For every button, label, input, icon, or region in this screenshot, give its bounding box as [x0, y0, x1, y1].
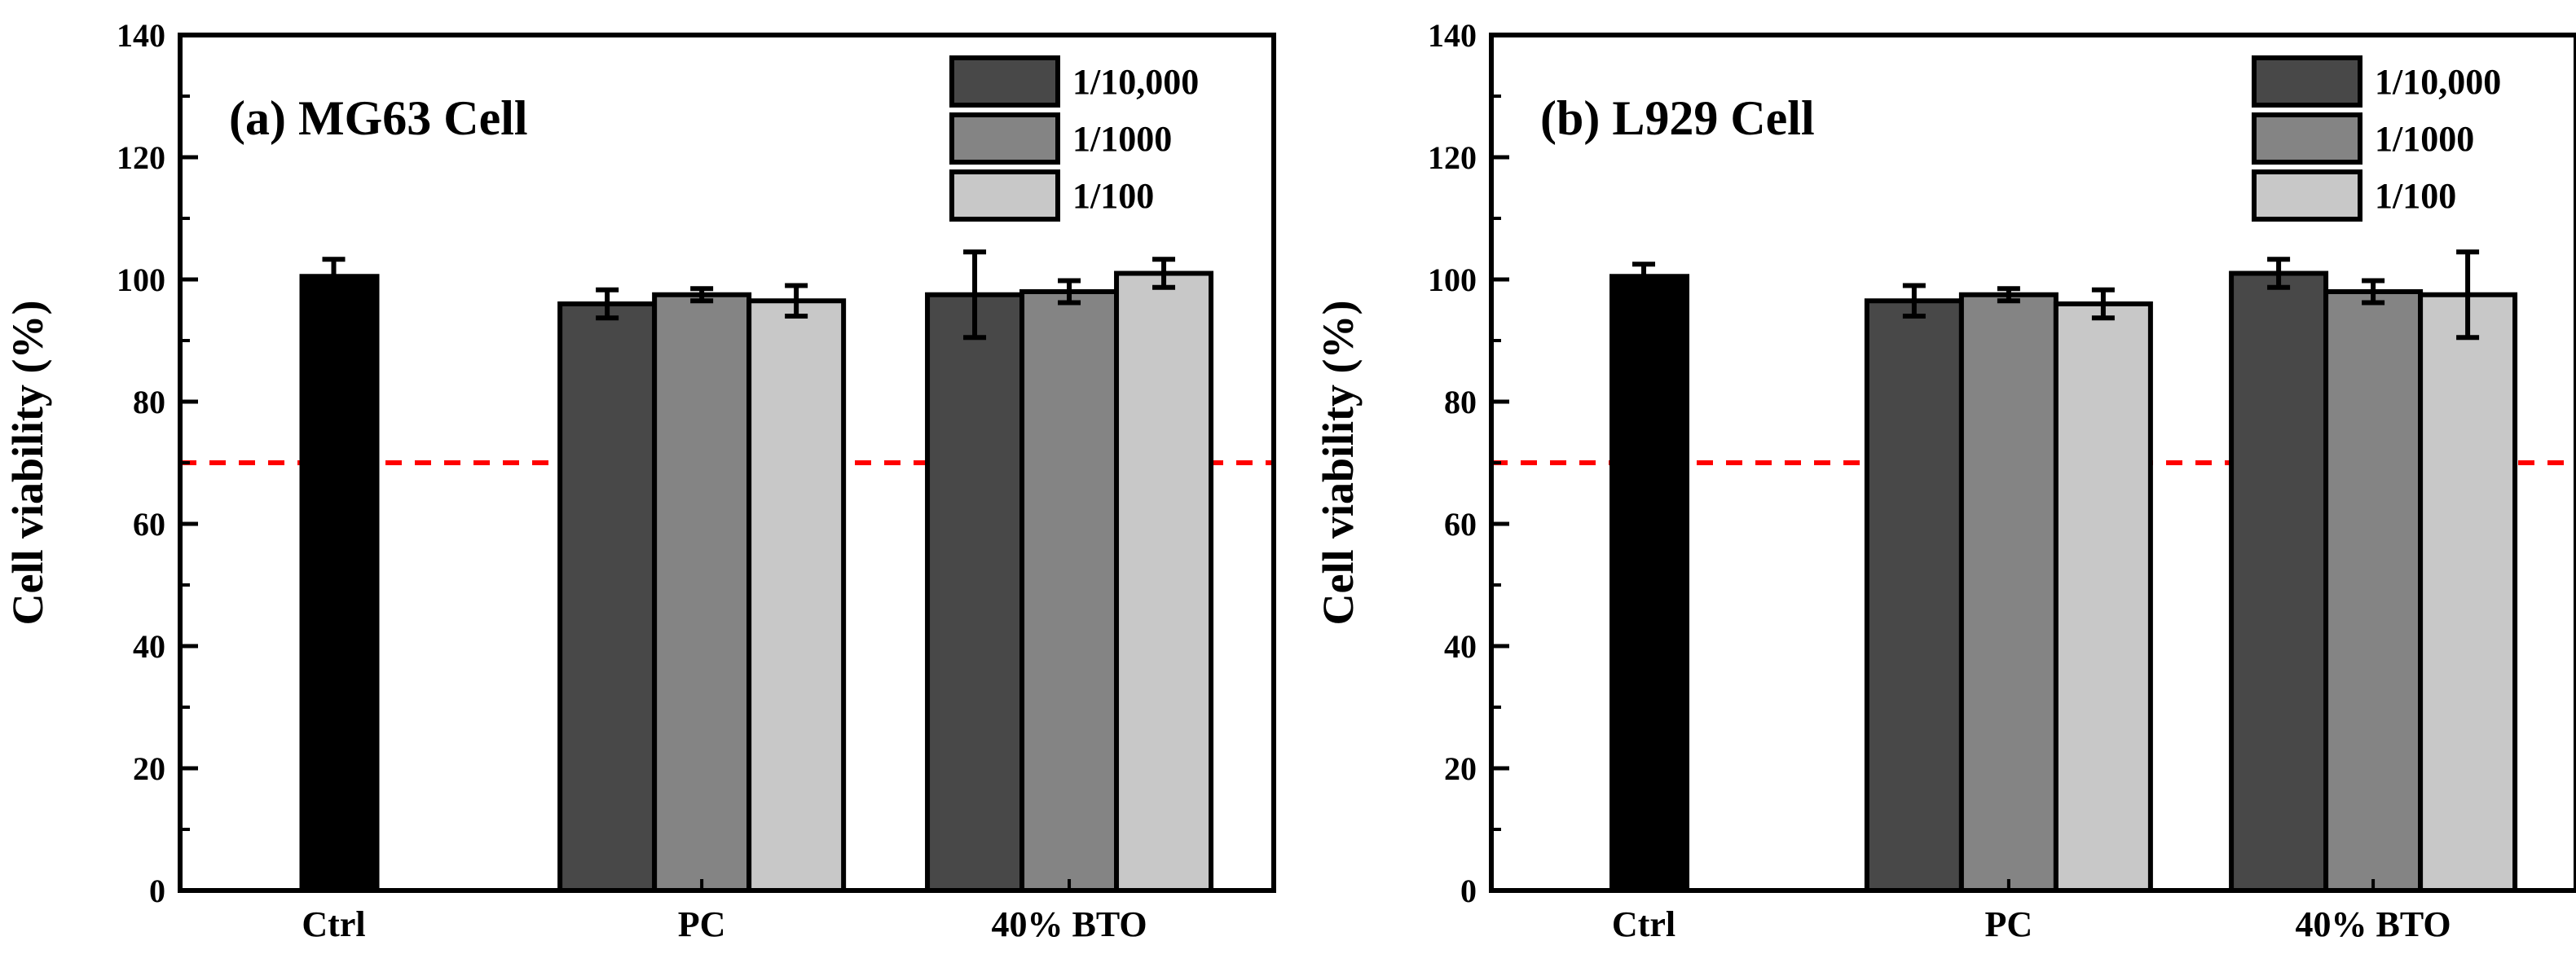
y-tick-label: 120 — [117, 139, 165, 176]
legend-swatch-1-100 — [949, 169, 1060, 222]
bar-40-bto-1-1000 — [2323, 289, 2424, 893]
bar-pc-1-100 — [2053, 301, 2153, 893]
y-axis-label: Cell viability (%) — [1314, 301, 1363, 626]
y-tick-label: 120 — [1428, 139, 1477, 176]
y-tick-label: 140 — [1428, 17, 1477, 54]
bar-pc-1-100 — [746, 298, 847, 893]
y-axis-label: Cell viability (%) — [3, 301, 52, 626]
bar-ctrl — [1609, 274, 1690, 893]
y-tick-label: 80 — [1444, 384, 1477, 420]
chart-panel-a: 0 20 40 60 80 100 120 140 Cell viability (%) Ctrl… — [3, 17, 1276, 944]
x-tick-label: PC — [678, 904, 726, 944]
y-tick-label: 100 — [117, 262, 165, 298]
legend-swatch-1-10-000 — [949, 55, 1060, 108]
bar-40-bto-1-10-000 — [925, 292, 1025, 893]
plot-frame — [1489, 33, 2576, 893]
bar-pc-1-1000 — [1958, 292, 2059, 893]
legend-swatch-1-1000 — [2252, 112, 2362, 165]
x-tick-label: PC — [1985, 904, 2033, 944]
bar-pc-1-10-000 — [557, 301, 658, 893]
legend-swatch-1-10-000 — [2252, 55, 2362, 108]
y-tick-label: 60 — [133, 506, 165, 543]
y-tick-label: 40 — [133, 628, 165, 665]
y-tick-label: 20 — [133, 750, 165, 787]
legend-label-1-1000: 1/1000 — [1072, 119, 1172, 159]
x-tick-label: Ctrl — [302, 904, 365, 944]
panel-title: (b) L929 Cell — [1540, 91, 1815, 145]
y-tick-label: 0 — [149, 873, 165, 909]
legend-swatch-1-1000 — [949, 112, 1060, 165]
bar-40-bto-1-100 — [1114, 270, 1214, 893]
bar-pc-1-1000 — [652, 292, 752, 893]
bar-40-bto-1-1000 — [1019, 289, 1120, 893]
legend-label-1-100: 1/100 — [2375, 176, 2456, 216]
panel-title: (a) MG63 Cell — [229, 91, 528, 145]
x-tick-label: 40% BTO — [991, 904, 1147, 944]
bar-40-bto-1-10-000 — [2229, 270, 2329, 893]
x-tick-label: Ctrl — [1612, 904, 1676, 944]
legend-label-1-100: 1/100 — [1072, 176, 1154, 216]
legend-label-1-1000: 1/1000 — [2375, 119, 2474, 159]
legend-label-1-10-000: 1/10,000 — [2375, 62, 2501, 102]
y-tick-label: 140 — [117, 17, 165, 54]
bar-40-bto-1-100 — [2418, 292, 2518, 893]
bar-ctrl — [299, 274, 380, 893]
y-tick-label: 60 — [1444, 506, 1477, 543]
chart-panel-b: 0 20 40 60 80 100 120 140 Cell viability (%) Ctrl… — [1314, 17, 2576, 944]
legend-swatch-1-100 — [2252, 169, 2362, 222]
x-tick-label: 40% BTO — [2296, 904, 2451, 944]
y-tick-label: 100 — [1428, 262, 1477, 298]
bar-pc-1-10-000 — [1864, 298, 1964, 893]
plot-frame — [178, 33, 1276, 893]
y-tick-label: 20 — [1444, 750, 1477, 787]
legend-label-1-10-000: 1/10,000 — [1072, 62, 1199, 102]
y-tick-label: 80 — [133, 384, 165, 420]
y-tick-label: 0 — [1460, 873, 1477, 909]
y-tick-label: 40 — [1444, 628, 1477, 665]
